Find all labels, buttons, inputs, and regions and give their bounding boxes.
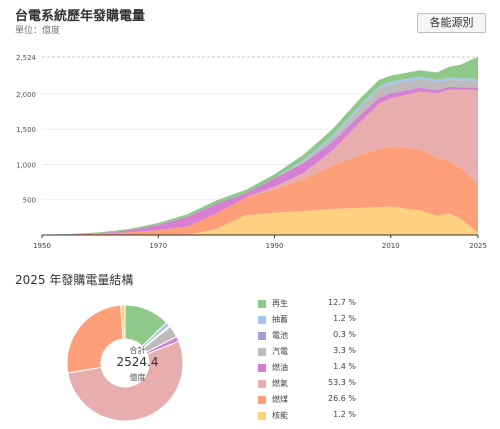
legend-label: 燃煤	[272, 395, 288, 404]
donut-center-value: 2524.4	[116, 355, 159, 369]
y-tick-label: 1,500	[16, 126, 36, 134]
legend-percent: 3.3 %	[333, 346, 356, 355]
legend-percent: 26.6 %	[328, 394, 356, 403]
unit-label: 單位：億度	[15, 26, 61, 36]
y-tick-label: 2,524	[16, 54, 37, 62]
page-title: 台電系統歷年發購電量	[15, 9, 146, 24]
legend-percent: 53.3 %	[328, 378, 356, 387]
legend-swatch	[258, 380, 266, 388]
legend-swatch	[258, 316, 266, 324]
y-tick-label: 1,000	[16, 161, 36, 169]
donut-center-caption: 合計	[129, 346, 146, 355]
donut-center-unit: 億度	[129, 373, 146, 382]
legend-label: 燃氣	[272, 379, 288, 388]
legend-percent: 0.3 %	[333, 330, 356, 339]
x-tick-label: 1990	[266, 242, 284, 250]
y-tick-label: 500	[23, 197, 36, 205]
legend-label: 汽電	[272, 347, 288, 356]
legend-percent: 1.4 %	[333, 362, 356, 371]
legend-label: 電池	[272, 331, 288, 340]
legend-swatch	[258, 348, 266, 356]
legend-percent: 1.2 %	[333, 314, 356, 323]
legend-swatch	[258, 396, 266, 404]
area-series-再生[interactable]	[42, 57, 478, 235]
donut-hole	[101, 339, 149, 387]
legend-swatch	[258, 364, 266, 372]
legend-swatch	[258, 332, 266, 340]
sources-button[interactable]: 各能源別	[417, 13, 486, 33]
area-series-燃氣[interactable]	[42, 89, 478, 235]
donut-section-title: 2025 年發購電量結構	[15, 273, 134, 287]
legend-label: 燃油	[272, 363, 288, 372]
x-tick-label: 1970	[149, 242, 167, 250]
area-series-核能[interactable]	[42, 206, 478, 235]
legend-percent: 1.2 %	[333, 410, 356, 419]
area-series-燃煤[interactable]	[42, 146, 478, 235]
legend-label: 再生	[272, 299, 288, 308]
legend-swatch	[258, 412, 266, 420]
legend-swatch	[258, 300, 266, 308]
legend-label: 核能	[272, 411, 288, 420]
y-tick-label: 2,000	[16, 91, 36, 99]
legend-label: 抽蓄	[272, 315, 288, 324]
legend-percent: 12.7 %	[328, 298, 356, 307]
x-tick-label: 1950	[33, 242, 51, 250]
x-tick-label: 2010	[382, 242, 400, 250]
area-chart: 500 1,000 1,500 2,000 2,524 1950 1970 1990 2010 2…	[16, 54, 487, 250]
x-tick-label: 2025	[469, 242, 487, 250]
donut-chart	[66, 304, 184, 422]
